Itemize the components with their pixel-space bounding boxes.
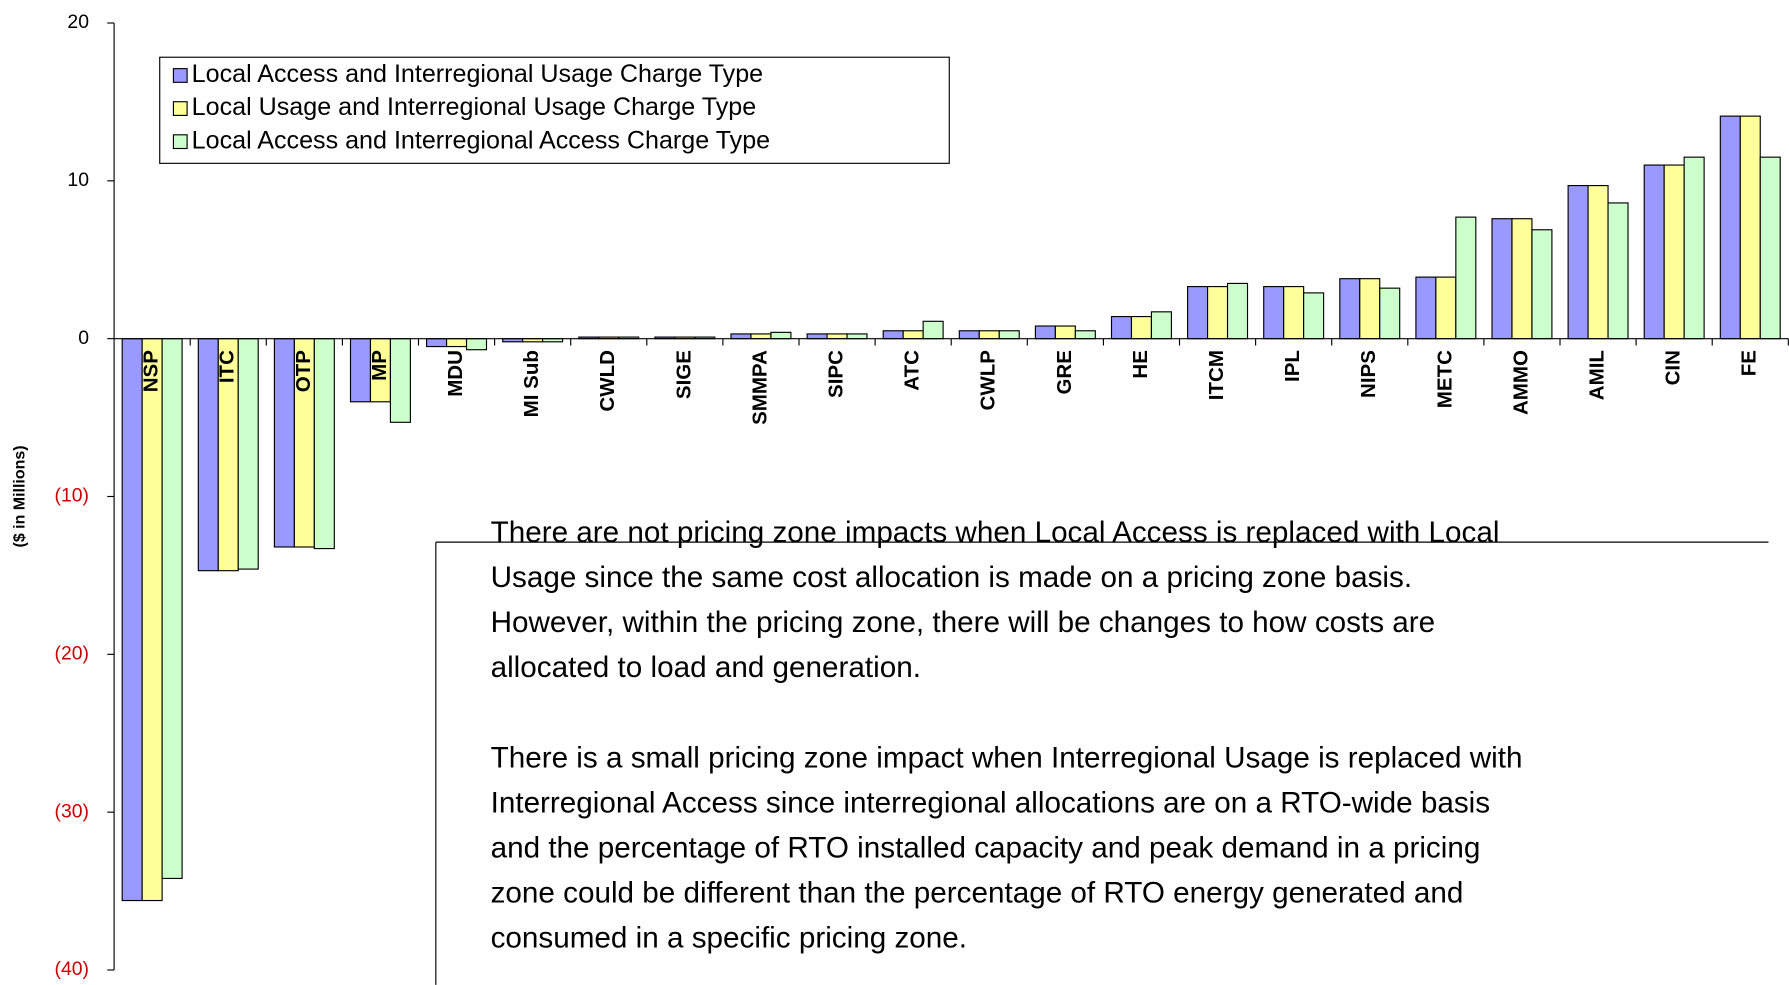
bar — [465, 338, 488, 351]
legend-label: Local Access and Interregional Access Ch… — [192, 126, 770, 154]
bar — [882, 330, 904, 340]
legend-swatch — [172, 68, 188, 83]
bar — [1263, 286, 1285, 340]
bar — [1379, 287, 1401, 340]
x-tick-label: AMMO — [1509, 350, 1532, 415]
x-tick-label: SMMPA — [748, 350, 771, 425]
bar — [1511, 218, 1533, 340]
bar — [1187, 286, 1209, 340]
legend-swatch — [172, 101, 188, 116]
y-tick-label: 20 — [67, 11, 89, 33]
bar — [1607, 202, 1629, 340]
bar — [1663, 164, 1685, 340]
bar — [750, 333, 772, 340]
bar — [1303, 292, 1325, 340]
x-tick-label: AMIL — [1585, 350, 1608, 400]
annotation-text: However, within the pricing zone, there … — [491, 606, 1436, 639]
x-tick-label: SIPC — [824, 350, 847, 398]
bar — [1491, 218, 1513, 340]
bar — [902, 330, 924, 340]
annotation-text: consumed in a specific pricing zone. — [491, 922, 967, 955]
bar — [1034, 325, 1056, 340]
x-tick-label: NSP — [140, 350, 163, 392]
bar — [806, 333, 828, 340]
bar — [1054, 325, 1076, 340]
bar — [389, 338, 411, 423]
bar — [161, 338, 183, 880]
x-tick-label: CWLD — [596, 350, 619, 412]
bar — [1567, 184, 1589, 340]
bar — [121, 338, 143, 902]
bar — [1339, 278, 1361, 340]
bar — [1415, 276, 1437, 340]
bar — [922, 320, 944, 340]
bar — [1587, 184, 1609, 340]
legend-swatch — [172, 134, 188, 150]
x-tick-label: MDU — [444, 350, 467, 397]
bar — [1283, 286, 1305, 340]
x-tick-label: FE — [1738, 350, 1761, 376]
annotation-text: There is a small pricing zone impact whe… — [491, 741, 1523, 774]
bar — [237, 338, 259, 570]
bar — [1150, 311, 1172, 340]
bar — [1643, 164, 1665, 340]
y-tick-label: (10) — [55, 485, 89, 507]
y-tick-label: (40) — [55, 958, 89, 980]
bar — [1719, 115, 1741, 340]
legend-box — [159, 56, 950, 164]
annotation-text: Usage since the same cost allocation is … — [491, 561, 1413, 594]
bar — [978, 330, 1000, 340]
x-tick-label: CWLP — [977, 350, 1000, 410]
annotation-text: There are not pricing zone impacts when … — [491, 516, 1500, 549]
bar — [1435, 276, 1457, 340]
x-tick-label: NIPS — [1357, 350, 1380, 398]
bar — [1207, 286, 1229, 340]
x-tick-label: ITC — [216, 350, 239, 383]
bar — [826, 333, 848, 340]
x-tick-label: IPL — [1281, 350, 1304, 382]
bar — [1359, 278, 1381, 340]
y-axis-title: ($ in Millions) — [12, 445, 29, 547]
x-tick-label: MP — [368, 350, 391, 381]
bar — [770, 331, 792, 340]
bar — [998, 330, 1020, 340]
bar — [958, 330, 980, 340]
x-tick-label: MI Sub — [520, 350, 543, 417]
x-tick-label: HE — [1129, 350, 1152, 379]
bar — [1531, 229, 1553, 340]
annotation-text: and the percentage of RTO installed capa… — [491, 831, 1481, 864]
bar — [730, 333, 752, 340]
x-tick-label: METC — [1433, 350, 1456, 408]
bar — [1110, 315, 1133, 340]
bar — [1074, 330, 1096, 340]
bar — [1130, 315, 1153, 340]
bar — [313, 338, 335, 550]
bar — [846, 333, 868, 340]
annotation-text: Interregional Access since interregional… — [491, 786, 1491, 819]
bar — [1759, 156, 1781, 340]
bar — [1739, 115, 1761, 340]
x-tick-label: GRE — [1053, 350, 1076, 394]
legend-label: Local Access and Interregional Usage Cha… — [192, 60, 763, 88]
x-tick-label: OTP — [292, 350, 315, 392]
bar — [141, 338, 163, 902]
x-tick-label: CIN — [1662, 350, 1685, 385]
y-tick-label: 0 — [78, 327, 89, 349]
y-tick-label: 10 — [67, 169, 89, 191]
bar — [426, 338, 448, 348]
legend-label: Local Usage and Interregional Usage Char… — [192, 93, 757, 121]
x-tick-label: ATC — [901, 350, 924, 391]
annotation-text: allocated to load and generation. — [491, 651, 921, 684]
bar — [445, 338, 468, 348]
x-tick-label: SIGE — [672, 350, 695, 399]
y-tick-label: (30) — [55, 800, 89, 822]
bar — [1455, 216, 1477, 340]
y-tick-label: (20) — [55, 642, 89, 664]
bar — [1226, 282, 1249, 340]
x-tick-label: ITCM — [1205, 350, 1228, 400]
annotation-text: zone could be different than the percent… — [491, 877, 1464, 910]
bar — [1683, 156, 1705, 340]
